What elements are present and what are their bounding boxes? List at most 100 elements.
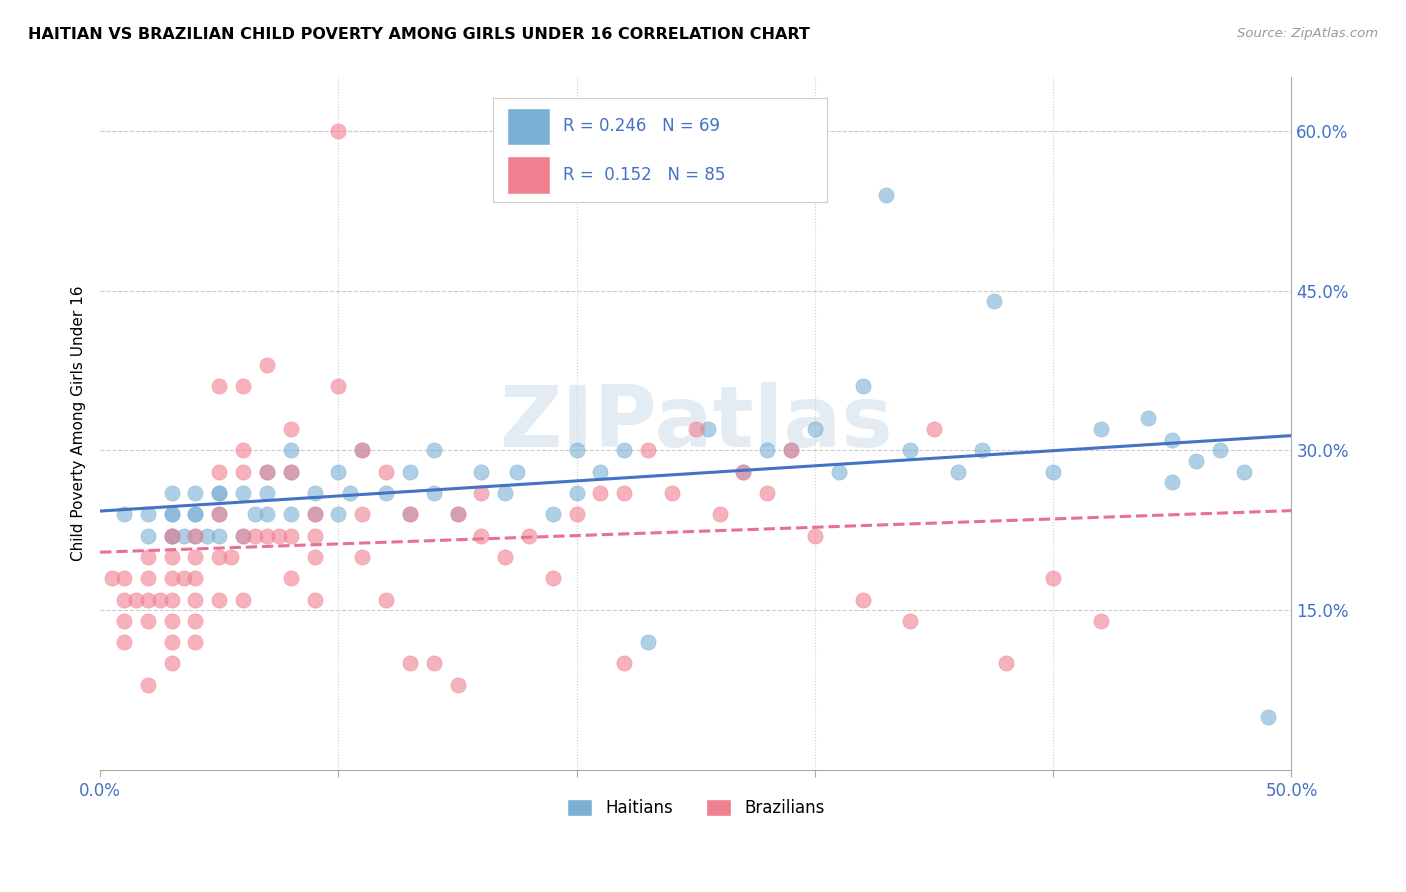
Point xyxy=(173,528,195,542)
Point xyxy=(173,571,195,585)
Point xyxy=(184,635,207,649)
Point xyxy=(256,508,278,522)
Point xyxy=(970,443,993,458)
Point xyxy=(1209,443,1232,458)
Point xyxy=(280,465,302,479)
Point xyxy=(709,508,731,522)
Point xyxy=(160,528,183,542)
Point xyxy=(256,486,278,500)
Point xyxy=(160,657,183,671)
Point xyxy=(733,465,755,479)
Point xyxy=(160,592,183,607)
Point xyxy=(399,465,422,479)
Point xyxy=(280,508,302,522)
Point xyxy=(304,508,326,522)
Point xyxy=(243,508,266,522)
Point xyxy=(160,614,183,628)
Point xyxy=(851,592,873,607)
Point xyxy=(112,614,135,628)
Point xyxy=(517,528,540,542)
Point xyxy=(184,508,207,522)
Point xyxy=(446,508,468,522)
Text: ZIPatlas: ZIPatlas xyxy=(499,382,893,466)
Point xyxy=(232,379,254,393)
Point xyxy=(875,187,897,202)
Point xyxy=(136,571,159,585)
Point xyxy=(160,508,183,522)
Point xyxy=(352,508,374,522)
Point xyxy=(1090,422,1112,436)
Point xyxy=(399,508,422,522)
Point xyxy=(184,528,207,542)
Point xyxy=(232,592,254,607)
Point xyxy=(352,443,374,458)
Point xyxy=(1042,571,1064,585)
Point xyxy=(589,486,612,500)
Point xyxy=(160,571,183,585)
Point xyxy=(208,508,231,522)
Point xyxy=(184,592,207,607)
Point xyxy=(352,549,374,564)
Point xyxy=(256,465,278,479)
Point xyxy=(470,465,492,479)
Point xyxy=(470,528,492,542)
Point xyxy=(280,571,302,585)
Point xyxy=(208,528,231,542)
Point xyxy=(208,379,231,393)
Point xyxy=(352,443,374,458)
Point xyxy=(637,443,659,458)
Point xyxy=(565,508,588,522)
Point xyxy=(446,508,468,522)
Point xyxy=(280,528,302,542)
Point xyxy=(208,486,231,500)
Point xyxy=(160,528,183,542)
Point xyxy=(136,678,159,692)
Point xyxy=(232,528,254,542)
Point xyxy=(256,465,278,479)
Point xyxy=(1090,614,1112,628)
Point xyxy=(136,549,159,564)
Point xyxy=(756,486,779,500)
Point xyxy=(208,549,231,564)
Point xyxy=(565,486,588,500)
Point xyxy=(1185,454,1208,468)
Point xyxy=(446,678,468,692)
Point xyxy=(304,528,326,542)
Point xyxy=(195,528,218,542)
Point xyxy=(1257,710,1279,724)
Point xyxy=(304,549,326,564)
Point xyxy=(661,486,683,500)
Point xyxy=(328,379,350,393)
Point xyxy=(780,443,803,458)
Point xyxy=(613,486,636,500)
Point xyxy=(304,592,326,607)
Point xyxy=(828,465,851,479)
Point xyxy=(1161,475,1184,490)
Point xyxy=(160,486,183,500)
Text: HAITIAN VS BRAZILIAN CHILD POVERTY AMONG GIRLS UNDER 16 CORRELATION CHART: HAITIAN VS BRAZILIAN CHILD POVERTY AMONG… xyxy=(28,27,810,42)
Point xyxy=(804,528,827,542)
Point xyxy=(506,465,529,479)
Point xyxy=(136,592,159,607)
Point xyxy=(696,422,718,436)
Point xyxy=(1233,465,1256,479)
Point xyxy=(1137,411,1160,425)
Point xyxy=(219,549,242,564)
Point xyxy=(733,465,755,479)
Point xyxy=(422,443,444,458)
Point xyxy=(125,592,148,607)
Point xyxy=(304,486,326,500)
Point xyxy=(160,508,183,522)
Point xyxy=(422,486,444,500)
Point xyxy=(232,443,254,458)
Point xyxy=(565,443,588,458)
Point xyxy=(208,486,231,500)
Point xyxy=(637,635,659,649)
Point xyxy=(112,635,135,649)
Legend: Haitians, Brazilians: Haitians, Brazilians xyxy=(560,792,831,824)
Point xyxy=(136,508,159,522)
Point xyxy=(994,657,1017,671)
Point xyxy=(494,486,516,500)
Point xyxy=(898,443,921,458)
Point xyxy=(541,571,564,585)
